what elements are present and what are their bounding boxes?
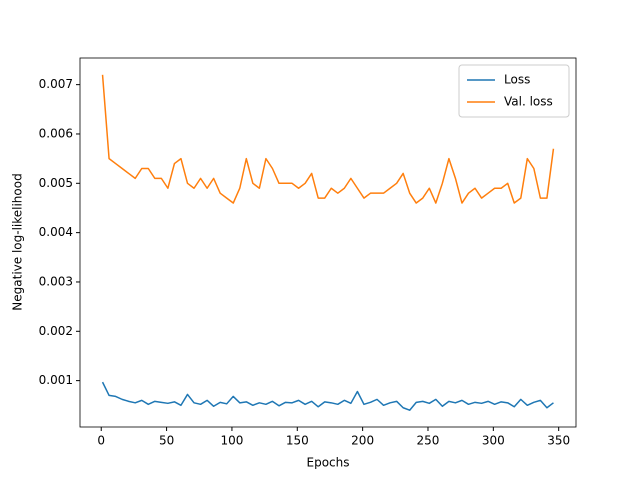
x-tick-label: 100	[220, 434, 243, 448]
y-tick-label: 0.001	[39, 373, 73, 387]
x-tick-label: 300	[482, 434, 505, 448]
x-tick-label: 200	[351, 434, 374, 448]
x-tick-label: 250	[417, 434, 440, 448]
legend-box	[458, 64, 570, 118]
plot-frame	[79, 57, 577, 428]
y-tick-label: 0.004	[39, 225, 73, 239]
y-axis-label: Negative log-likelihood	[11, 173, 25, 310]
legend-label: Val. loss	[504, 95, 553, 109]
x-tick-label: 0	[97, 434, 105, 448]
line-series	[101, 74, 555, 204]
y-tick-label: 0.006	[39, 126, 73, 140]
line-series	[101, 381, 554, 411]
x-tick-label: 150	[286, 434, 309, 448]
y-tick-label: 0.007	[39, 77, 73, 91]
x-tick-label: 350	[547, 434, 570, 448]
legend-label: Loss	[504, 73, 530, 87]
y-tick-label: 0.005	[39, 176, 73, 190]
y-tick-label: 0.002	[39, 324, 73, 338]
x-tick-label: 50	[159, 434, 174, 448]
x-axis-label: Epochs	[307, 456, 350, 470]
y-tick-label: 0.003	[39, 274, 73, 288]
